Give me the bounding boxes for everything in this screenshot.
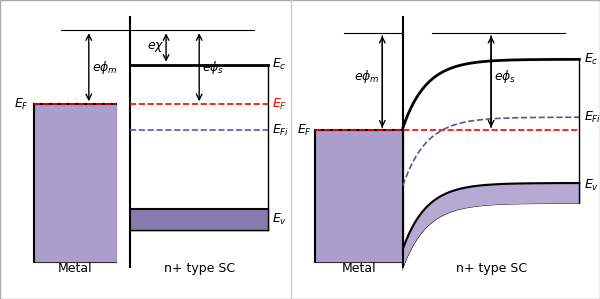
Text: $E_c$: $E_c$ <box>584 52 598 67</box>
Text: $e\phi_m$: $e\phi_m$ <box>92 59 118 76</box>
Text: Metal: Metal <box>341 262 376 275</box>
Text: $E_{Fi}$: $E_{Fi}$ <box>272 123 290 138</box>
Text: $e\phi_m$: $e\phi_m$ <box>353 68 379 85</box>
Text: n+ type SC: n+ type SC <box>455 262 527 275</box>
Text: $e\chi$: $e\chi$ <box>147 40 164 54</box>
Text: $E_c$: $E_c$ <box>272 57 287 72</box>
Text: $E_v$: $E_v$ <box>584 178 599 193</box>
Text: $E_F$: $E_F$ <box>14 97 29 112</box>
Text: $E_F$: $E_F$ <box>297 123 312 138</box>
Text: $E_v$: $E_v$ <box>272 212 287 227</box>
Text: $E_F$: $E_F$ <box>272 97 287 112</box>
Text: $e\phi_s$: $e\phi_s$ <box>494 68 517 85</box>
Text: n+ type SC: n+ type SC <box>164 262 235 275</box>
Text: Metal: Metal <box>58 262 92 275</box>
Text: $E_{Fi}$: $E_{Fi}$ <box>584 110 600 125</box>
Text: $e\phi_s$: $e\phi_s$ <box>202 59 224 76</box>
